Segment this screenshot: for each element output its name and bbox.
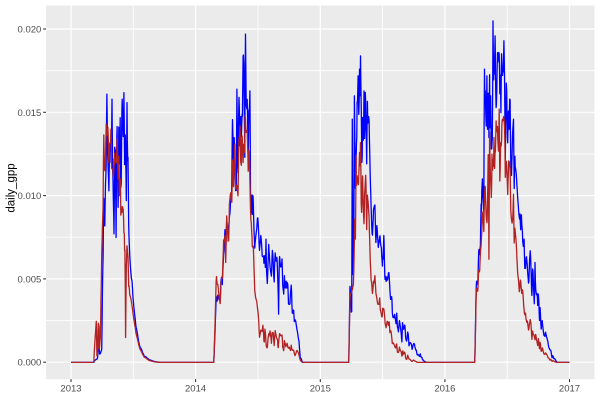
svg-text:0.010: 0.010 bbox=[18, 191, 42, 202]
svg-text:0.015: 0.015 bbox=[18, 108, 42, 119]
svg-text:2014: 2014 bbox=[185, 384, 206, 395]
svg-text:0.020: 0.020 bbox=[18, 24, 42, 35]
svg-text:2016: 2016 bbox=[434, 384, 455, 395]
svg-text:2017: 2017 bbox=[559, 384, 580, 395]
svg-text:0.000: 0.000 bbox=[18, 358, 42, 369]
svg-text:2015: 2015 bbox=[310, 384, 331, 395]
svg-text:daily_gpp: daily_gpp bbox=[6, 163, 18, 212]
svg-text:2013: 2013 bbox=[60, 384, 81, 395]
svg-text:0.005: 0.005 bbox=[18, 274, 42, 285]
